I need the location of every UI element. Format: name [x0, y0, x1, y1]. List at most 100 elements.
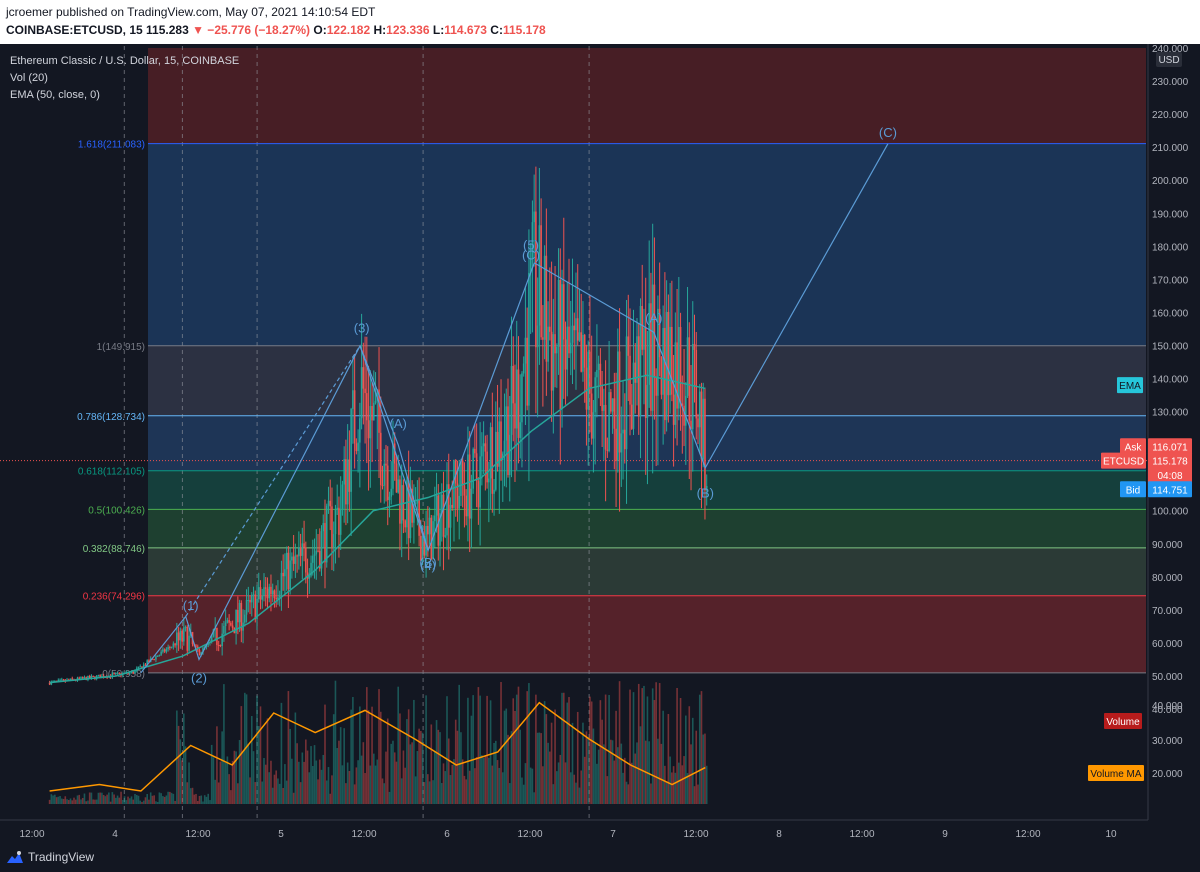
- volume-bar: [418, 728, 420, 804]
- elliott-corrective-line[interactable]: [534, 143, 889, 470]
- ema-line[interactable]: [49, 374, 706, 684]
- candle-body: [474, 448, 476, 454]
- candle-body: [505, 406, 508, 441]
- volume-bar: [184, 746, 187, 804]
- volume-bar: [141, 801, 143, 804]
- elliott-impulse-line[interactable]: [140, 262, 535, 674]
- wave-label: (C): [879, 125, 897, 140]
- volume-bar: [491, 765, 494, 804]
- candle-body: [576, 318, 579, 341]
- volume-bar: [348, 770, 351, 804]
- candle-body: [517, 369, 520, 438]
- candle-body: [608, 392, 610, 451]
- candle-body: [202, 647, 204, 653]
- volume-ma-line[interactable]: [49, 701, 706, 792]
- unit-badge[interactable]: [1156, 52, 1182, 67]
- elliott-abc-line[interactable]: [359, 345, 429, 551]
- volume-bar: [606, 776, 609, 804]
- candle-body: [146, 660, 149, 666]
- volume-bar: [172, 793, 175, 804]
- candle-body: [359, 418, 361, 443]
- candle-body: [291, 556, 293, 561]
- legend-vol[interactable]: Vol (20): [10, 72, 48, 84]
- candle-body: [604, 404, 607, 450]
- volume-bar: [613, 760, 616, 804]
- volume-bar: [493, 743, 495, 804]
- volume-bar: [156, 801, 159, 804]
- candle-body: [643, 327, 645, 350]
- candle-body: [80, 677, 82, 679]
- volume-bar: [528, 683, 530, 804]
- candle-body: [404, 520, 406, 528]
- fib-label: 0.618(112.105): [78, 467, 145, 478]
- time-tick: 12:00: [19, 829, 44, 840]
- volume-bar: [562, 692, 565, 804]
- volume-bar: [205, 796, 208, 804]
- candle-body: [284, 569, 286, 577]
- volume-bar: [228, 774, 230, 804]
- candle-body: [613, 398, 616, 429]
- ask-price-tag[interactable]: 116.071: [1152, 442, 1188, 453]
- volume-bar: [366, 687, 368, 804]
- volume-bar: [317, 779, 319, 804]
- candle-body: [596, 370, 598, 378]
- bid-label-tag[interactable]: Bid: [1126, 485, 1140, 496]
- current-price-tag[interactable]: 115.178: [1152, 457, 1188, 468]
- volume-tag[interactable]: Volume: [1106, 717, 1140, 728]
- candle-body: [231, 625, 234, 629]
- volume-bar: [660, 743, 663, 804]
- volume-tick: 40.000: [1152, 701, 1183, 712]
- volume-bar: [66, 799, 68, 804]
- candle-body: [575, 318, 577, 331]
- legend-title[interactable]: Ethereum Classic / U.S. Dollar, 15, COIN…: [10, 55, 239, 67]
- volume-bar: [320, 769, 323, 804]
- volume-bar: [111, 792, 114, 804]
- volume-bar: [615, 710, 617, 804]
- candle-body: [299, 547, 302, 556]
- candle-body: [275, 598, 277, 600]
- candle-body: [271, 590, 274, 595]
- candle-body: [212, 629, 215, 637]
- volume-bar: [338, 740, 340, 804]
- dashed-projection-line[interactable]: [185, 345, 361, 617]
- volume-bar: [590, 701, 593, 804]
- candle-body: [390, 488, 393, 497]
- volume-bar: [643, 685, 645, 804]
- tradingview-brand[interactable]: TradingView: [6, 850, 94, 864]
- volume-bar: [142, 800, 145, 804]
- ema-tag[interactable]: EMA: [1119, 381, 1141, 392]
- open-value: 122.182: [326, 23, 371, 37]
- volume-bar: [468, 770, 471, 804]
- volume-bar: [287, 691, 290, 804]
- volume-bar: [566, 702, 569, 804]
- time-tick: 6: [444, 829, 450, 840]
- candle-body: [662, 327, 664, 395]
- fib-label: 0.786(128.734): [77, 412, 145, 423]
- ask-label-tag[interactable]: Ask: [1125, 442, 1143, 453]
- candle-body: [254, 594, 257, 620]
- candle-body: [627, 336, 630, 356]
- volume-bar: [449, 775, 452, 804]
- symbol-tag[interactable]: ETCUSD: [1103, 457, 1144, 468]
- candle-body: [142, 664, 145, 669]
- volume-ma-tag[interactable]: Volume MA: [1090, 769, 1141, 780]
- candle-body: [512, 365, 515, 404]
- tradingview-logo-icon: [7, 851, 23, 863]
- volume-bar: [106, 794, 108, 804]
- candle-body: [411, 488, 413, 523]
- candle-body: [116, 672, 119, 674]
- candle-body: [277, 597, 279, 600]
- wave-label: (4): [420, 558, 436, 573]
- candle-body: [550, 331, 553, 391]
- candle-body: [198, 650, 201, 655]
- wave-label: (C): [522, 248, 540, 263]
- candle-body: [479, 456, 481, 508]
- volume-bar: [672, 766, 675, 804]
- candle-body: [266, 588, 269, 599]
- countdown-tag[interactable]: 04:08: [1157, 471, 1182, 482]
- volume-bar: [78, 794, 81, 804]
- bid-price-tag[interactable]: 114.751: [1152, 485, 1188, 496]
- legend-ema[interactable]: EMA (50, close, 0): [10, 89, 100, 101]
- volume-bar: [378, 689, 380, 804]
- price-chart[interactable]: 0(50.958)0.236(74.296)0.382(88.746)0.5(1…: [0, 44, 1200, 844]
